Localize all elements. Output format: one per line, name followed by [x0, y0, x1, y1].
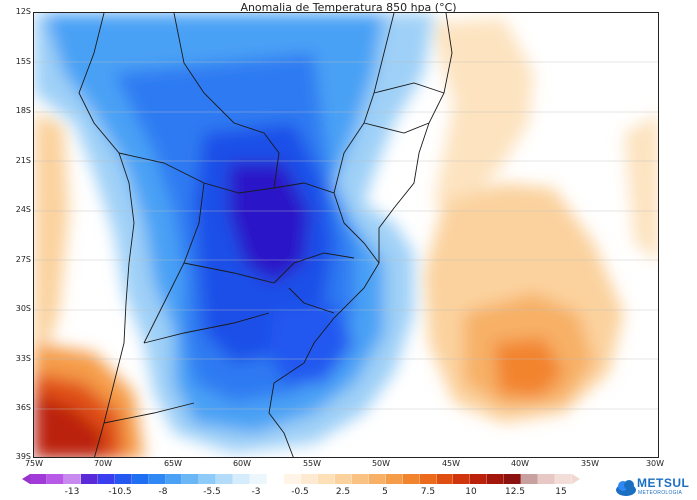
lat-label: 36S: [15, 403, 31, 412]
colorbar-swatch: [284, 474, 301, 484]
colorbar-swatch: [470, 474, 488, 484]
colorbar-label: -0.5: [291, 487, 309, 497]
colorbar-swatch: [385, 474, 403, 484]
colorbar-swatch: [453, 474, 471, 484]
lon-label: 30W: [645, 459, 665, 468]
logo-tagline: METEOROLOGIA: [638, 490, 683, 496]
cold-anomaly-layer: [34, 13, 434, 453]
lon-label: 40W: [510, 459, 530, 468]
colorbar-swatch: [267, 474, 285, 484]
colorbar-swatch: [351, 474, 369, 484]
colorbar-swatch: [487, 474, 505, 484]
colorbar-label: -5.5: [203, 487, 221, 497]
metsul-logo: METSUL METEOROLOGIA: [615, 474, 697, 500]
colorbar-swatch: [97, 474, 115, 484]
colorbar-label: 2.5: [335, 487, 351, 497]
lat-label: 30S: [15, 304, 31, 313]
colorbar-swatch: [436, 474, 454, 484]
colorbar-swatch: [30, 474, 47, 484]
colorbar-label: 15: [555, 487, 567, 497]
colorbar-swatch: [114, 474, 132, 484]
colorbar-min-arrow: [22, 474, 30, 484]
colorbar-label: 7.5: [420, 487, 436, 497]
lat-label: 18S: [15, 106, 31, 115]
lon-label: 70W: [93, 459, 113, 468]
lat-label: 12S: [15, 7, 31, 16]
colorbar-swatch: [368, 474, 386, 484]
colorbar-swatch: [538, 474, 556, 484]
colorbar-swatch: [504, 474, 522, 484]
colorbar-swatch: [419, 474, 437, 484]
colorbar-swatch: [301, 474, 318, 484]
colorbar-swatch: [80, 474, 98, 484]
colorbar-swatch: [182, 474, 200, 484]
colorbar-swatch: [46, 474, 64, 484]
colorbar-swatch: [334, 474, 352, 484]
lon-label: 65W: [163, 459, 183, 468]
colorbar-swatch: [317, 474, 335, 484]
warm-anomaly-layer: [34, 18, 658, 457]
lat-label: 27S: [15, 255, 31, 264]
lon-label: 35W: [580, 459, 600, 468]
colorbar-swatch: [131, 474, 149, 484]
colorbar-label: 12.5: [504, 487, 526, 497]
logo-name: METSUL: [637, 476, 690, 490]
colorbar-label: -10.5: [108, 487, 132, 497]
colorbar-swatch: [199, 474, 217, 484]
colorbar-swatch: [555, 474, 572, 484]
lat-label: 33S: [15, 354, 31, 363]
lon-label: 60W: [232, 459, 252, 468]
lat-label: 21S: [15, 156, 31, 165]
colorbar-max-arrow: [572, 474, 580, 484]
lon-label: 50W: [371, 459, 391, 468]
lon-label: 75W: [24, 459, 44, 468]
temperature-anomaly-map: [33, 12, 659, 458]
cloud-icon: [616, 480, 636, 496]
graticule: [34, 61, 658, 410]
lon-label: 55W: [302, 459, 322, 468]
colorbar-swatch: [233, 474, 251, 484]
colorbar-swatch: [216, 474, 234, 484]
colorbar-label: -13: [64, 487, 80, 497]
colorbar-label: 5: [382, 487, 388, 497]
lat-label: 39S: [15, 452, 31, 461]
map-canvas: [34, 13, 658, 457]
colorbar-label: -8: [158, 487, 168, 497]
colorbar-swatch: [250, 474, 268, 484]
colorbar-label: 10: [465, 487, 477, 497]
map-title: Anomalia de Temperatura 850 hpa (°C): [240, 1, 457, 14]
colorbar: [30, 474, 572, 484]
lat-label: 24S: [15, 205, 31, 214]
colorbar-swatch: [402, 474, 420, 484]
country-borders: [78, 13, 453, 457]
lat-label: 15S: [15, 57, 31, 66]
colorbar-swatch: [63, 474, 81, 484]
colorbar-label: -3: [251, 487, 261, 497]
colorbar-swatch: [148, 474, 166, 484]
lon-label: 45W: [441, 459, 461, 468]
colorbar-swatch: [521, 474, 539, 484]
colorbar-swatch: [165, 474, 183, 484]
